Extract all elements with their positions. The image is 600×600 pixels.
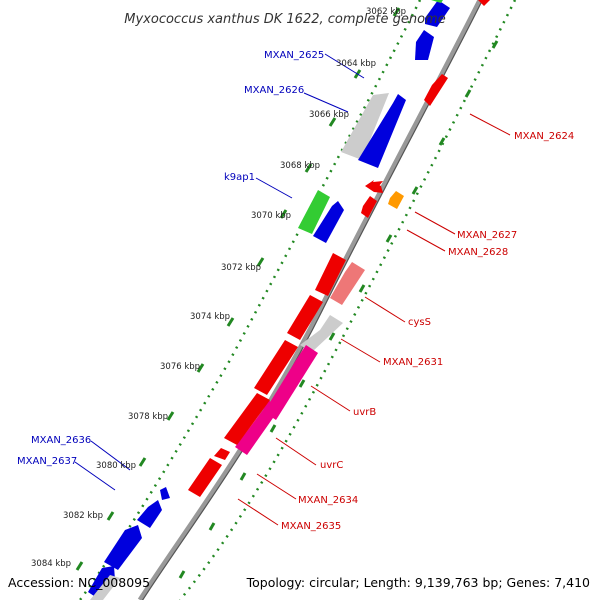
tick-label: 3066 kbp [309, 110, 349, 120]
tick-label: 3082 kbp [63, 511, 103, 521]
accession-text: Accession: NC_008095 [8, 575, 150, 590]
gene-arrow-top-green [431, 0, 443, 3]
gene-arrow-cyss [330, 262, 365, 305]
gene-arrow-uvrb [264, 345, 318, 420]
tick-label: 3084 kbp [31, 559, 71, 569]
gene-label-cyss: cysS [408, 317, 431, 328]
gene-label-mxan2627: MXAN_2627 [457, 230, 517, 241]
inner-dotted-ring [78, 0, 422, 600]
gene-arrow-top-red [478, 0, 490, 6]
gene-arrow-blue-lower [104, 525, 142, 570]
tick-label: 3072 kbp [221, 263, 261, 273]
gene-arrow-mxan2627 [388, 191, 404, 209]
tick-label: 3070 kbp [251, 211, 291, 221]
outer-dotted-ring [179, 0, 517, 600]
reverse-strand-genes [235, 0, 490, 455]
gene-label-mxan2625: MXAN_2625 [264, 50, 324, 61]
gene-arrow-blue-bottom [88, 566, 115, 600]
gene-arrow-fwd-red-3 [254, 340, 298, 395]
gene-label-mxan2634: MXAN_2634 [298, 495, 358, 506]
gene-label-uvrc: uvrC [320, 460, 343, 471]
gene-arrow-mxan2624 [424, 74, 448, 106]
gene-arrow-gray-bottom [90, 575, 120, 600]
gene-labels-left: MXAN_2625 MXAN_2626 k9ap1 MXAN_2636 MXAN… [17, 50, 324, 467]
gene-label-k9ap1: k9ap1 [224, 172, 255, 183]
topology-text: Topology: circular; Length: 9,139,763 bp… [246, 575, 590, 590]
gene-arrow-uvrc [235, 400, 280, 455]
forward-strand-genes [88, 0, 450, 600]
gene-arrow-mxan2626-gray [341, 93, 389, 160]
gene-arrow-top-blue [425, 0, 450, 27]
gene-arrow-mxan2635 [188, 458, 222, 497]
tick-label: 3068 kbp [280, 161, 320, 171]
gene-arrow-mxan2636 [160, 487, 170, 500]
gene-label-mxan2631: MXAN_2631 [383, 357, 443, 368]
gene-label-mxan2636: MXAN_2636 [31, 435, 91, 446]
tick-label: 3074 kbp [190, 312, 230, 322]
gene-arrow-mxan2637 [137, 500, 162, 528]
gene-arrow-fwd-red-2 [287, 295, 323, 340]
gene-label-mxan2637: MXAN_2637 [17, 456, 77, 467]
gene-arrow-mxan2625 [415, 30, 434, 60]
gene-arrow-fwd-red-5 [214, 448, 230, 460]
gene-arrow-small-red-b [374, 183, 383, 193]
tick-label: 3080 kbp [96, 461, 136, 471]
gene-arrow-fwd-red-4 [224, 393, 270, 445]
label-leader-lines [74, 53, 511, 526]
gene-labels-right: MXAN_2624 MXAN_2627 MXAN_2628 cysS MXAN_… [281, 131, 574, 532]
gene-label-uvrb: uvrB [353, 407, 376, 418]
gene-label-mxan2626: MXAN_2626 [244, 85, 304, 96]
tick-label: 3064 kbp [336, 59, 376, 69]
gene-arrow-fwd-red-1 [315, 253, 346, 296]
gene-arrow-k9ap1-blue [313, 201, 344, 243]
outer-tick-marks [178, 40, 499, 579]
gene-label-mxan2635: MXAN_2635 [281, 521, 341, 532]
gene-label-mxan2624: MXAN_2624 [514, 131, 574, 142]
inner-tick-marks [75, 7, 401, 571]
gene-arrow-k9ap1 [298, 190, 330, 234]
gene-label-mxan2628: MXAN_2628 [448, 247, 508, 258]
gene-arrow-small-red [365, 180, 383, 192]
kbp-tick-labels: 3062 kbp 3064 kbp 3066 kbp 3068 kbp 3070… [31, 7, 406, 569]
gene-arrow-mxan2626 [358, 94, 406, 168]
tick-label: 3076 kbp [160, 362, 200, 372]
gene-arrow-mxan2631 [300, 315, 343, 352]
tick-label: 3062 kbp [366, 7, 406, 17]
gene-arrow-mxan2628 [361, 196, 377, 218]
map-title: Myxococcus xanthus DK 1622, complete gen… [124, 12, 445, 27]
tick-label: 3078 kbp [128, 412, 168, 422]
